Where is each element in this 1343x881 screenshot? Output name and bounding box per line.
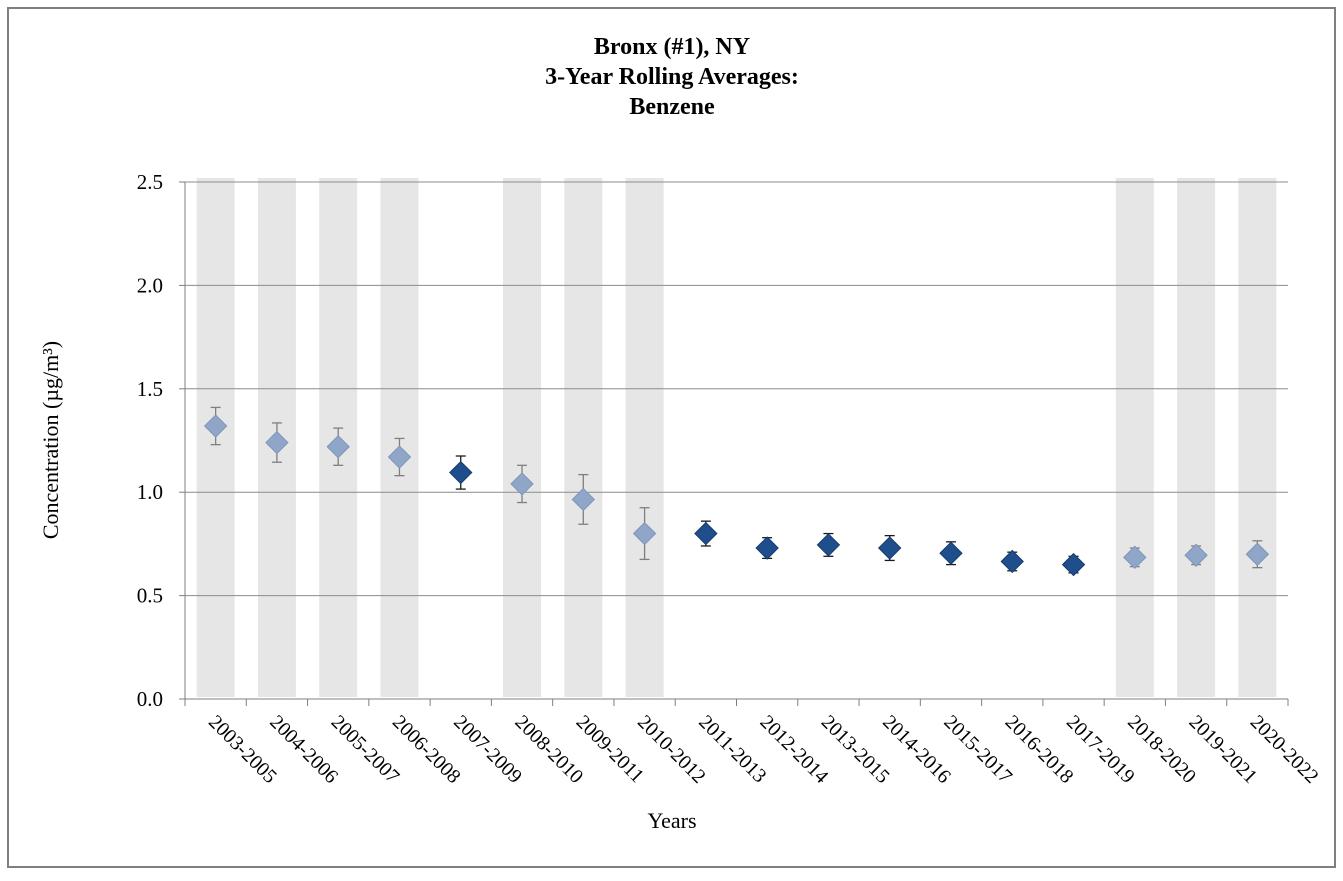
- chart-title: Benzene: [629, 94, 715, 120]
- point: [755, 536, 779, 560]
- point: [510, 472, 534, 496]
- point: [571, 487, 596, 512]
- shade-band: [503, 178, 542, 697]
- point: [1245, 542, 1270, 566]
- point: [1000, 549, 1024, 574]
- point: [449, 460, 473, 485]
- point: [816, 533, 841, 557]
- shade-band: [625, 178, 664, 697]
- shade-band: [1115, 178, 1154, 697]
- shade-band: [380, 178, 419, 697]
- point: [265, 430, 289, 455]
- shade-band: [1177, 178, 1216, 697]
- point: [632, 521, 657, 546]
- y-tick-label: 0.5: [137, 584, 163, 608]
- chart-title: 3-Year Rolling Averages:: [545, 64, 799, 90]
- y-tick-label: 1.0: [137, 480, 163, 504]
- shade-band: [564, 178, 603, 697]
- point: [939, 541, 963, 565]
- y-tick-label: 1.5: [137, 377, 163, 401]
- point: [1184, 543, 1208, 567]
- y-tick-label: 2.5: [137, 170, 163, 194]
- point: [1123, 545, 1147, 570]
- point: [877, 536, 902, 560]
- y-tick-label: 2.0: [137, 273, 163, 297]
- y-axis-label: Concentration (µg/m³): [38, 341, 63, 539]
- point: [326, 434, 350, 459]
- point: [1061, 552, 1086, 577]
- y-tick-label: 0.0: [137, 687, 163, 711]
- point: [694, 521, 718, 546]
- chart-title: Bronx (#1), NY: [594, 34, 750, 60]
- point: [203, 414, 228, 438]
- x-axis-label: Years: [647, 808, 696, 833]
- point: [387, 445, 412, 469]
- shade-band: [1238, 178, 1277, 697]
